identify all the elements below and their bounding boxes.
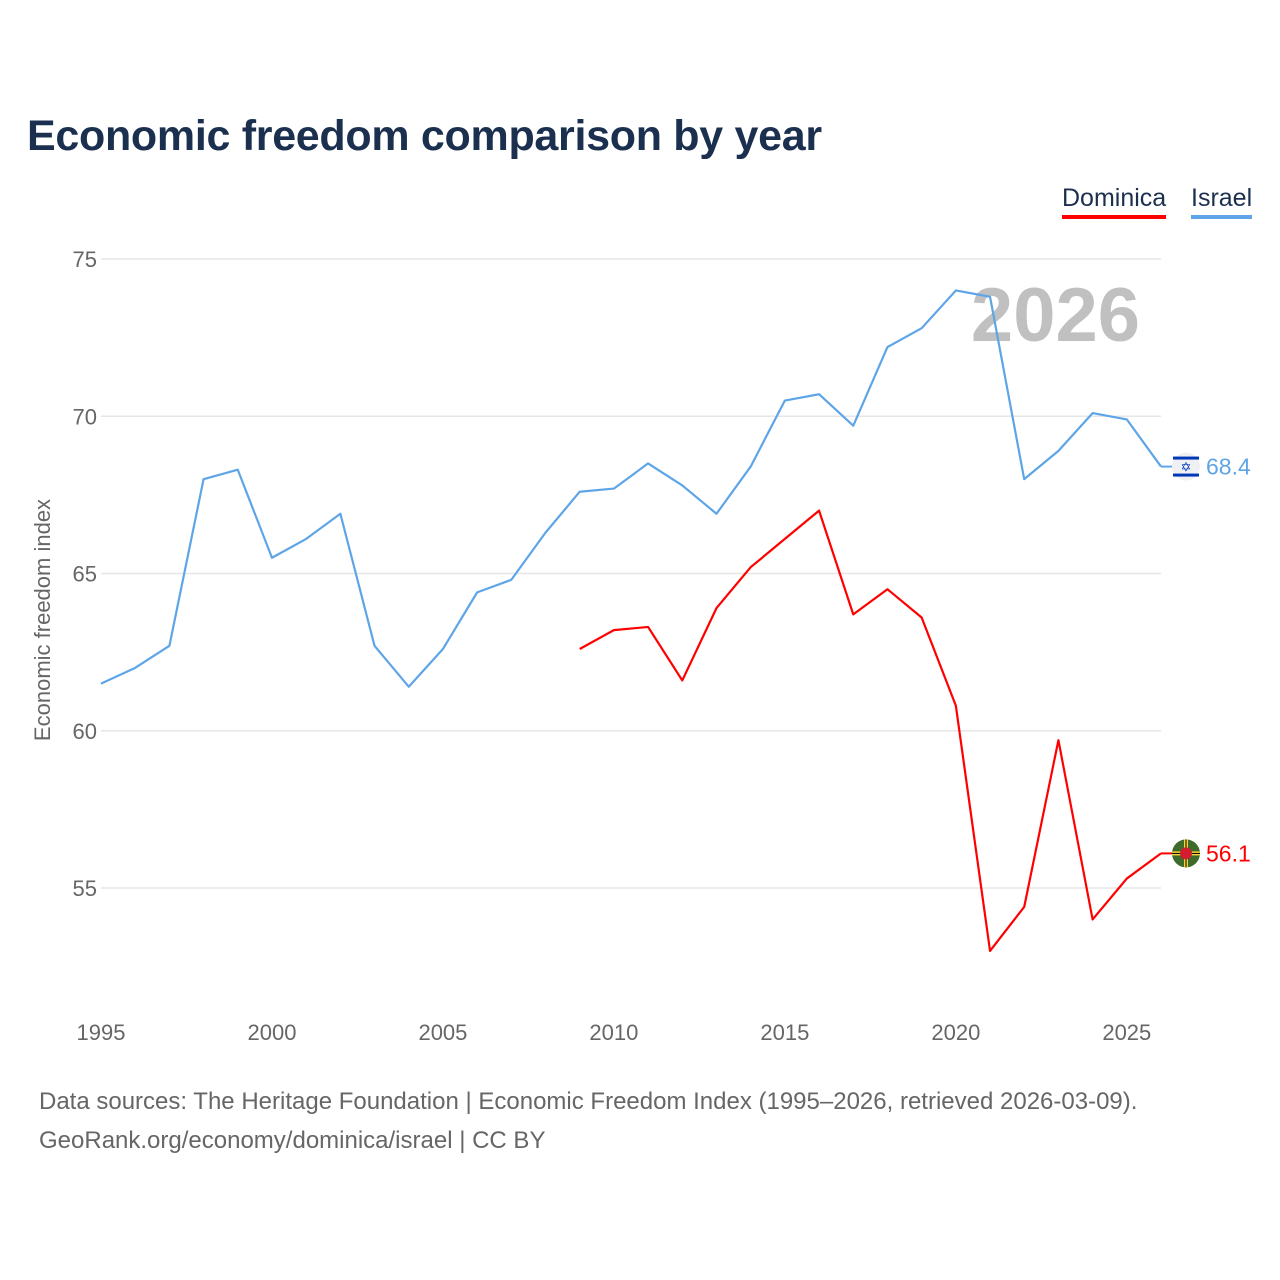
data-point — [1021, 476, 1027, 482]
svg-text:✡: ✡ — [1181, 460, 1192, 475]
data-point — [201, 476, 207, 482]
data-point — [713, 605, 719, 611]
data-point — [1090, 410, 1096, 416]
data-point — [850, 423, 856, 429]
series-line-dominica — [579, 509, 1162, 953]
data-point — [679, 482, 685, 488]
x-tick-label: 2010 — [589, 1020, 638, 1045]
data-point — [440, 646, 446, 652]
data-point — [1055, 737, 1061, 743]
x-tick-label: 1995 — [77, 1020, 126, 1045]
year-watermark: 2026 — [971, 273, 1140, 358]
y-tick-label: 55 — [73, 876, 97, 901]
data-point — [508, 577, 514, 583]
data-point — [782, 398, 788, 404]
data-point — [987, 294, 993, 300]
credit-link[interactable]: GeoRank.org/economy/dominica/israel | CC… — [39, 1127, 546, 1154]
x-tick-label: 2015 — [760, 1020, 809, 1045]
data-point — [1124, 416, 1130, 422]
end-value-label-israel: 68.4 — [1206, 454, 1251, 480]
data-point — [782, 536, 788, 542]
data-point — [953, 703, 959, 709]
data-point — [611, 486, 617, 492]
data-point — [987, 948, 993, 954]
dominica-flag-icon — [1172, 839, 1200, 868]
x-tick-label: 2020 — [931, 1020, 980, 1045]
data-point — [919, 615, 925, 621]
y-tick-label: 75 — [73, 247, 97, 272]
data-point — [1055, 448, 1061, 454]
data-point — [748, 564, 754, 570]
data-point — [850, 611, 856, 617]
data-point — [406, 684, 412, 690]
legend-item-dominica[interactable]: Dominica — [1062, 184, 1167, 219]
data-point — [132, 665, 138, 671]
data-point — [713, 511, 719, 517]
y-tick-label: 70 — [73, 404, 97, 429]
data-point — [577, 489, 583, 495]
data-point — [953, 287, 959, 293]
data-point — [679, 677, 685, 683]
data-point — [269, 555, 275, 561]
data-point — [884, 586, 890, 592]
chart-title: Economic freedom comparison by year — [27, 112, 822, 160]
x-tick-label: 2000 — [247, 1020, 296, 1045]
israel-flag-icon: ✡ — [1172, 452, 1200, 481]
data-point — [543, 530, 549, 536]
data-point — [235, 467, 241, 473]
data-point — [816, 391, 822, 397]
x-tick-label: 2025 — [1102, 1020, 1151, 1045]
data-point — [816, 508, 822, 514]
data-point — [303, 536, 309, 542]
y-axis-label: Economic freedom index — [30, 499, 55, 741]
data-sources: Data sources: The Heritage Foundation | … — [39, 1088, 1138, 1115]
data-point — [884, 344, 890, 350]
data-point — [919, 325, 925, 331]
data-point — [337, 511, 343, 517]
series-line-israel — [100, 289, 1162, 688]
data-point — [1090, 916, 1096, 922]
y-tick-label: 60 — [73, 719, 97, 744]
data-point — [1021, 904, 1027, 910]
data-point — [577, 646, 583, 652]
data-point — [474, 589, 480, 595]
data-point — [1124, 876, 1130, 882]
data-point — [645, 624, 651, 630]
y-tick-label: 65 — [73, 562, 97, 587]
x-tick-label: 2005 — [418, 1020, 467, 1045]
data-point — [611, 627, 617, 633]
data-point — [98, 681, 104, 687]
end-value-label-dominica: 56.1 — [1206, 840, 1251, 866]
data-point — [748, 464, 754, 470]
legend-item-israel[interactable]: Israel — [1191, 184, 1253, 219]
data-point — [372, 643, 378, 649]
data-point — [645, 460, 651, 466]
data-point — [166, 643, 172, 649]
